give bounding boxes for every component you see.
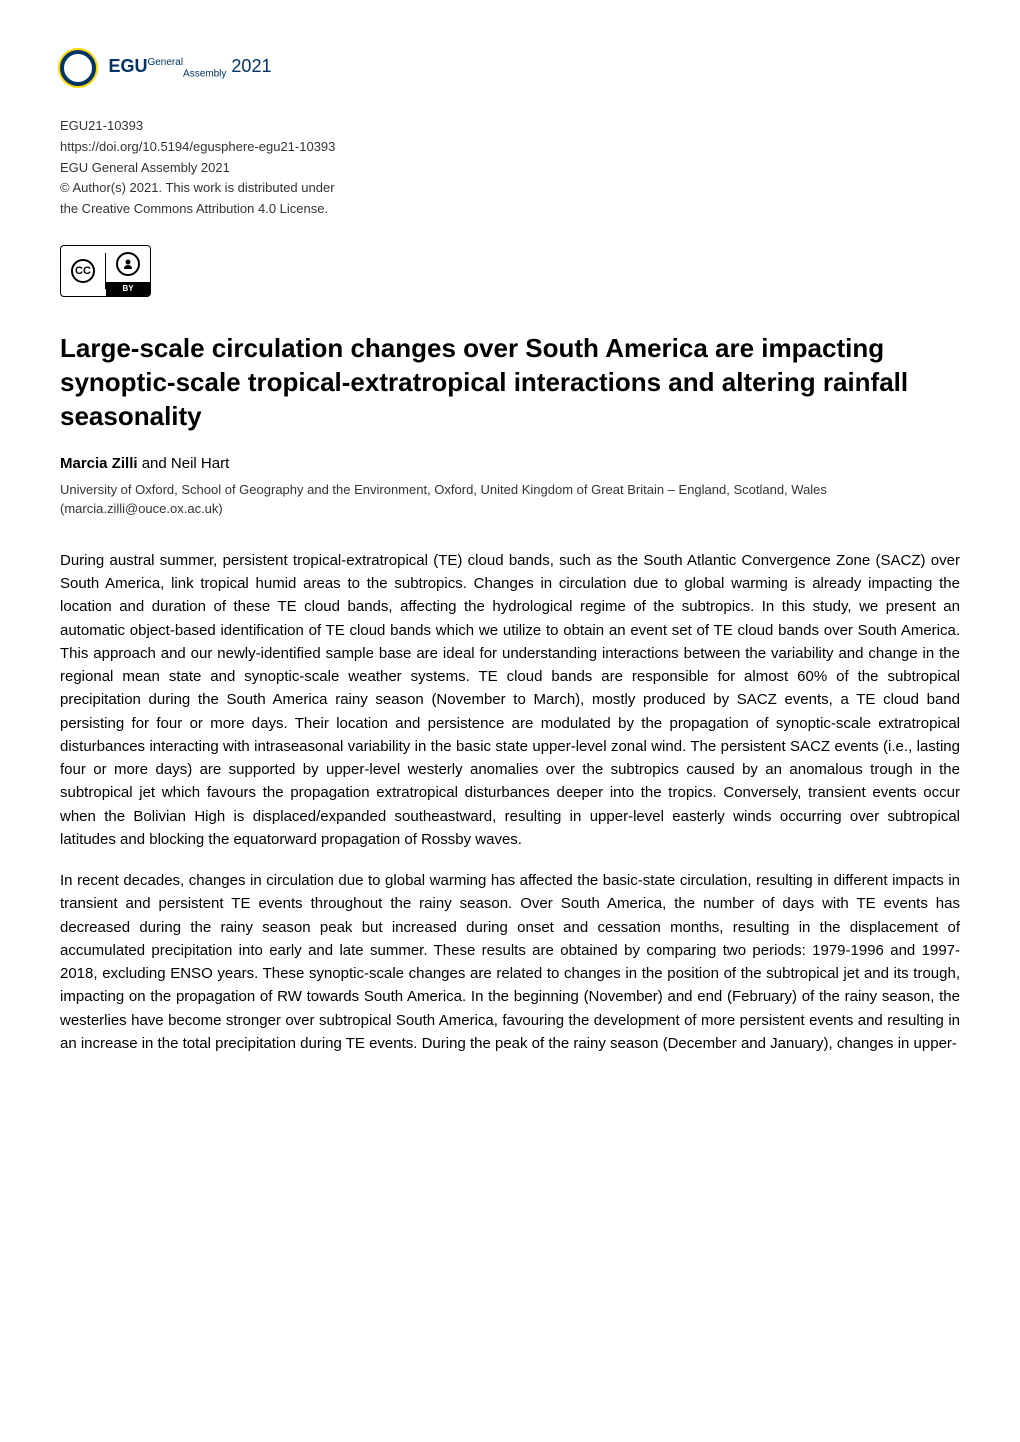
metadata-block: EGU21-10393 https://doi.org/10.5194/egus… <box>60 116 960 220</box>
logo-short: EGU <box>108 56 147 76</box>
cc-right-wrap: BY <box>106 246 150 296</box>
cc-by-label: BY <box>106 282 150 296</box>
cc-left-wrap: CC <box>61 253 106 289</box>
logo-year: 2021 <box>231 56 271 76</box>
page-title: Large-scale circulation changes over Sou… <box>60 332 960 433</box>
author-primary: Marcia Zilli <box>60 455 138 472</box>
abstract-id: EGU21-10393 <box>60 116 960 137</box>
abstract-paragraph-1: During austral summer, persistent tropic… <box>60 549 960 851</box>
cc-right-icon <box>106 246 150 282</box>
logo-section: EGUGeneralAssembly 2021 <box>60 50 960 86</box>
cc-left-icon: CC <box>61 253 106 289</box>
logo-super: General <box>147 57 183 68</box>
abstract-paragraph-2: In recent decades, changes in circulatio… <box>60 869 960 1055</box>
conference-name: EGU General Assembly 2021 <box>60 158 960 179</box>
author-secondary: Neil Hart <box>171 455 229 472</box>
license-line: the Creative Commons Attribution 4.0 Lic… <box>60 199 960 220</box>
logo-sub: Assembly <box>183 69 226 80</box>
cc-license-badge: CC BY <box>60 245 151 297</box>
logo-text: EGUGeneralAssembly 2021 <box>108 56 271 76</box>
doi: https://doi.org/10.5194/egusphere-egu21-… <box>60 137 960 158</box>
egu-logo-icon <box>60 50 96 86</box>
person-icon <box>122 258 134 270</box>
cc-circle-right <box>116 252 140 276</box>
author-connector: and <box>138 455 171 472</box>
cc-circle-left: CC <box>71 259 95 283</box>
authors-line: Marcia Zilli and Neil Hart <box>60 453 960 476</box>
affiliation: University of Oxford, School of Geograph… <box>60 480 960 519</box>
copyright-line: © Author(s) 2021. This work is distribut… <box>60 178 960 199</box>
